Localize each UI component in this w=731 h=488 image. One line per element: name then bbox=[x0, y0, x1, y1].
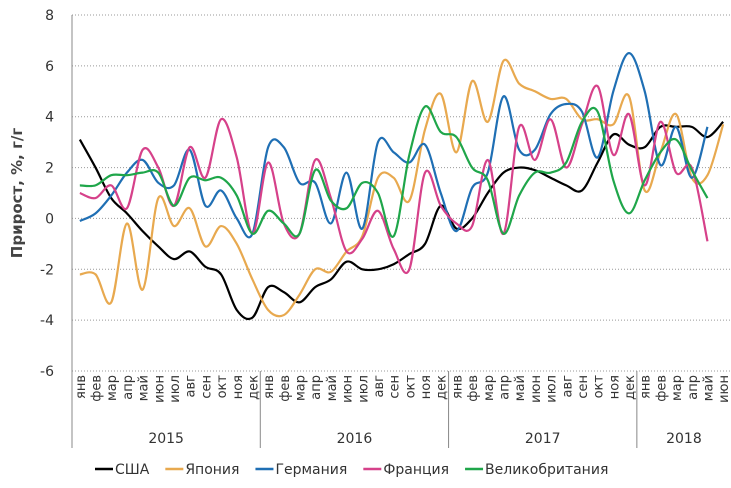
x-tick-label: фев bbox=[90, 375, 105, 402]
x-tick-label: май bbox=[513, 375, 528, 401]
x-tick-label: дек bbox=[435, 375, 450, 400]
x-tick-label: май bbox=[701, 375, 716, 401]
legend-label: Япония bbox=[185, 462, 239, 478]
legend-label: Франция bbox=[383, 462, 449, 478]
x-tick-label: фев bbox=[466, 375, 481, 402]
x-tick-label: апр bbox=[121, 375, 136, 400]
x-tick-label: мар bbox=[105, 375, 120, 401]
y-tick-label: -2 bbox=[40, 262, 54, 278]
x-tick-label: июн bbox=[152, 375, 167, 403]
x-tick-label: янв bbox=[639, 375, 654, 399]
x-tick-label: ноя bbox=[607, 375, 622, 399]
x-tick-label: сен bbox=[388, 375, 403, 399]
y-tick-label: -4 bbox=[40, 313, 54, 329]
x-tick-label: ноя bbox=[419, 375, 434, 399]
x-tick-label: сен bbox=[576, 375, 591, 399]
x-tick-label: окт bbox=[592, 375, 607, 399]
x-tick-label: дек bbox=[246, 375, 261, 400]
y-tick-label: 6 bbox=[45, 59, 54, 75]
series-line bbox=[79, 105, 709, 238]
y-tick-label: 2 bbox=[45, 161, 54, 177]
y-tick-label: 8 bbox=[45, 8, 54, 24]
x-tick-label: фев bbox=[278, 375, 293, 402]
x-tick-label: мар bbox=[482, 375, 497, 401]
x-tick-label: июл bbox=[545, 375, 560, 403]
x-tick-label: фев bbox=[654, 375, 669, 402]
legend-label: Великобритания bbox=[485, 462, 608, 478]
x-tick-label: июн bbox=[529, 375, 544, 403]
x-tick-label: авг bbox=[560, 375, 575, 398]
x-tick-label: июл bbox=[356, 375, 371, 403]
x-group-label: 2016 bbox=[337, 431, 373, 447]
x-tick-label: янв bbox=[262, 375, 277, 399]
x-tick-label: авг bbox=[372, 375, 387, 398]
y-tick-label: -6 bbox=[40, 364, 54, 380]
x-tick-label: мар bbox=[294, 375, 309, 401]
x-tick-label: июн bbox=[717, 375, 731, 403]
x-tick-label: июн bbox=[341, 375, 356, 403]
y-tick-label: 0 bbox=[45, 211, 54, 227]
legend-label: Германия bbox=[275, 462, 347, 478]
x-tick-label: дек bbox=[623, 375, 638, 400]
x-tick-label: янв bbox=[450, 375, 465, 399]
x-tick-label: ноя bbox=[231, 375, 246, 399]
x-group-label: 2015 bbox=[148, 431, 184, 447]
x-tick-label: апр bbox=[309, 375, 324, 400]
y-tick-label: 4 bbox=[45, 110, 54, 126]
x-tick-label: апр bbox=[686, 375, 701, 400]
x-group-label: 2017 bbox=[525, 431, 561, 447]
x-tick-label: янв bbox=[74, 375, 89, 399]
series-line bbox=[79, 52, 709, 239]
x-tick-label: май bbox=[137, 375, 152, 401]
series-line bbox=[79, 58, 725, 318]
series-line bbox=[79, 84, 709, 274]
x-tick-label: июл bbox=[168, 375, 183, 403]
x-tick-label: апр bbox=[497, 375, 512, 400]
x-tick-label: сен bbox=[199, 375, 214, 399]
x-tick-label: авг bbox=[184, 375, 199, 398]
x-tick-label: май bbox=[325, 375, 340, 401]
series-line bbox=[78, 121, 724, 321]
legend-label: США bbox=[115, 462, 150, 478]
x-tick-label: окт bbox=[215, 375, 230, 399]
x-group-label: 2018 bbox=[666, 431, 702, 447]
x-tick-label: окт bbox=[403, 375, 418, 399]
y-axis-title: Прирост, %, г/г bbox=[8, 128, 26, 259]
x-tick-label: мар bbox=[670, 375, 685, 401]
